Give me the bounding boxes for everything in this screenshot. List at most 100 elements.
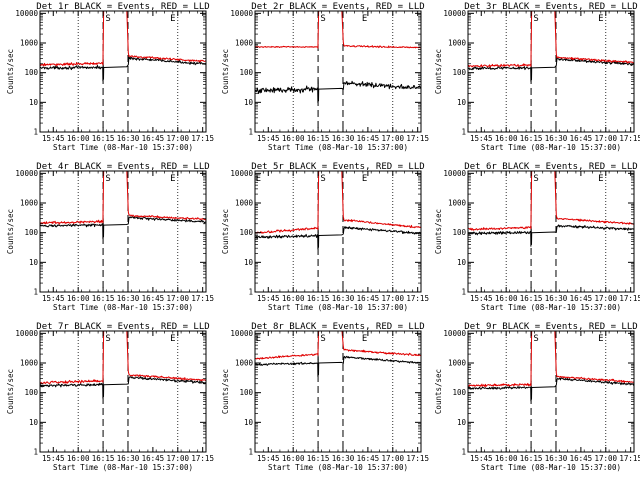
lld-series-line — [40, 11, 206, 67]
x-tick-label: 17:00 — [166, 454, 189, 463]
x-axis-label: Start Time (08-Mar-10 15:37:00) — [481, 303, 621, 312]
chart-title: Det 7r BLACK = Events, RED = LLD — [36, 322, 209, 332]
chart-title: Det 2r BLACK = Events, RED = LLD — [251, 2, 424, 12]
y-tick-label: 1000 — [20, 39, 39, 48]
events-series-line — [40, 216, 206, 240]
x-tick-label: 16:15 — [92, 454, 115, 463]
chart-panel-7: Det 7r BLACK = Events, RED = LLD S E 1 10 100… — [6, 322, 214, 472]
chart-title: Det 6r BLACK = Events, RED = LLD — [464, 162, 637, 172]
chart-title: Det 3r BLACK = Events, RED = LLD — [464, 2, 637, 12]
x-tick-label: 16:00 — [495, 454, 518, 463]
x-tick-label: 15:45 — [470, 454, 493, 463]
plot-area — [468, 171, 634, 292]
x-tick-label: 16:00 — [67, 134, 90, 143]
x-tick-label: 17:15 — [191, 294, 214, 303]
lld-series-line — [40, 171, 206, 225]
y-tick-label: 1000 — [448, 359, 467, 368]
x-tick-label: 17:00 — [166, 294, 189, 303]
y-tick-label: 100 — [24, 388, 38, 397]
y-tick-label: 1 — [33, 128, 38, 137]
y-tick-label: 100 — [239, 388, 253, 397]
y-axis-label: Counts/sec — [434, 369, 443, 414]
events-series-line — [468, 224, 634, 247]
x-tick-label: 16:00 — [282, 294, 305, 303]
x-axis-label: Start Time (08-Mar-10 15:37:00) — [53, 303, 193, 312]
marker-e-label: E — [598, 174, 603, 184]
x-tick-label: 16:15 — [307, 454, 330, 463]
plot-frame — [39, 10, 207, 133]
y-tick-label: 1 — [248, 448, 253, 457]
y-tick-label: 10 — [29, 418, 39, 427]
events-series-line — [40, 56, 206, 82]
x-tick-label: 16:15 — [520, 294, 543, 303]
x-axis-label: Start Time (08-Mar-10 15:37:00) — [53, 143, 193, 152]
y-tick-label: 10 — [29, 98, 39, 107]
y-tick-label: 100 — [24, 228, 38, 237]
x-tick-label: 15:45 — [470, 134, 493, 143]
x-tick-label: 16:30 — [332, 294, 355, 303]
y-tick-label: 10000 — [15, 9, 38, 18]
events-series-line — [255, 355, 421, 377]
y-axis-label: Counts/sec — [221, 49, 230, 94]
x-tick-label: 16:15 — [520, 134, 543, 143]
plot-area — [40, 331, 206, 452]
x-tick-label: 16:00 — [495, 134, 518, 143]
x-tick-label: 17:15 — [191, 134, 214, 143]
marker-s-label: S — [320, 14, 325, 24]
plot-frame — [254, 10, 422, 133]
x-axis-label: Start Time (08-Mar-10 15:37:00) — [268, 463, 408, 472]
y-axis-label: Counts/sec — [221, 209, 230, 254]
marker-e-label: E — [598, 14, 603, 24]
plot-frame — [39, 330, 207, 453]
y-tick-label: 100 — [452, 388, 466, 397]
y-tick-label: 1000 — [20, 359, 39, 368]
y-tick-label: 10000 — [443, 9, 466, 18]
marker-s-label: S — [533, 14, 538, 24]
chart-panel-5: Det 5r BLACK = Events, RED = LLD E S E 1 10 10… — [221, 162, 429, 312]
y-axis-label: Counts/sec — [434, 49, 443, 94]
x-tick-label: 15:45 — [470, 294, 493, 303]
y-tick-label: 1000 — [448, 39, 467, 48]
x-tick-label: 15:45 — [257, 294, 280, 303]
x-tick-label: 17:00 — [381, 294, 404, 303]
events-series-line — [468, 57, 634, 82]
y-tick-label: 1000 — [235, 39, 254, 48]
x-tick-label: 17:15 — [406, 454, 429, 463]
x-tick-label: 17:00 — [594, 294, 617, 303]
y-tick-label: 10000 — [230, 9, 253, 18]
x-axis-label: Start Time (08-Mar-10 15:37:00) — [481, 463, 621, 472]
y-axis-label: Counts/sec — [6, 209, 15, 254]
y-tick-label: 10000 — [230, 169, 253, 178]
x-tick-label: 17:00 — [594, 134, 617, 143]
chart-panel-2: Det 2r BLACK = Events, RED = LLD S E 1 10 100… — [221, 2, 429, 152]
plot-area — [255, 171, 421, 292]
x-tick-label: 16:00 — [67, 454, 90, 463]
marker-s-label: S — [320, 334, 325, 344]
events-series-line — [255, 226, 421, 250]
chart-title: Det 5r BLACK = Events, RED = LLD — [251, 162, 424, 172]
y-tick-label: 100 — [24, 68, 38, 77]
y-tick-label: 10 — [244, 418, 254, 427]
lld-series-line — [255, 171, 421, 234]
marker-e-label: E — [256, 174, 261, 184]
x-tick-label: 16:45 — [142, 134, 165, 143]
y-axis-label: Counts/sec — [434, 209, 443, 254]
lld-series-line — [255, 331, 421, 360]
marker-e-label: E — [362, 174, 367, 184]
plot-frame — [467, 330, 635, 453]
y-tick-label: 100 — [239, 228, 253, 237]
chart-title: Det 8r BLACK = Events, RED = LLD — [251, 322, 424, 332]
x-tick-label: 16:45 — [570, 134, 593, 143]
marker-e-label: E — [362, 334, 367, 344]
plot-area — [40, 171, 206, 292]
chart-panel-6: Det 6r BLACK = Events, RED = LLD S E 1 10 100… — [434, 162, 640, 312]
y-tick-label: 1000 — [235, 359, 254, 368]
x-tick-label: 16:30 — [545, 294, 568, 303]
marker-s-label: S — [533, 174, 538, 184]
plot-frame — [467, 170, 635, 293]
x-tick-label: 16:30 — [117, 294, 140, 303]
x-tick-label: 17:15 — [619, 294, 640, 303]
x-tick-label: 17:00 — [594, 454, 617, 463]
x-tick-label: 16:00 — [282, 134, 305, 143]
plot-area — [40, 11, 206, 132]
